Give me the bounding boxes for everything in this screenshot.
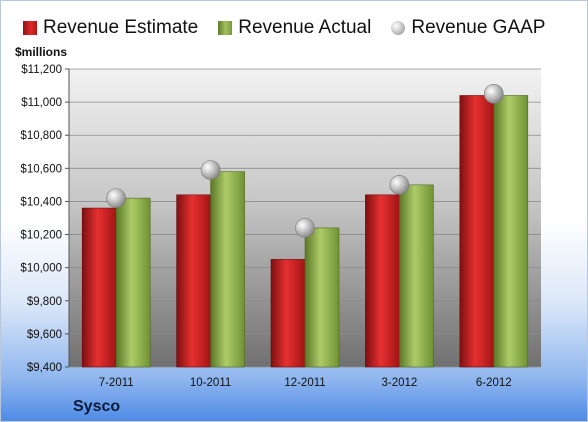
- legend-item-estimate: Revenue Estimate: [23, 17, 198, 39]
- point-revenue-gaap: [200, 160, 221, 180]
- y-tick-label: $9,600: [27, 329, 62, 341]
- bar-revenue-actual: [399, 184, 434, 368]
- point-revenue-gaap: [295, 218, 315, 238]
- y-tick-label: $10,600: [20, 163, 62, 175]
- y-tick-label: $11,000: [21, 97, 62, 109]
- bar-revenue-estimate: [365, 194, 400, 368]
- point-revenue-gaap: [483, 84, 504, 104]
- bar-revenue-estimate: [270, 259, 306, 368]
- x-tick-label: 3-2012: [381, 377, 417, 389]
- bar-revenue-actual: [493, 95, 529, 368]
- legend-swatch-actual: [218, 21, 233, 35]
- legend-item-gaap: Revenue GAAP: [391, 17, 545, 39]
- bar-revenue-actual: [115, 197, 151, 368]
- bar-revenue-actual: [304, 227, 340, 368]
- legend-item-actual: Revenue Actual: [218, 17, 371, 39]
- gaap-points: [106, 84, 504, 238]
- legend-label-estimate: Revenue Estimate: [43, 17, 199, 38]
- x-tick-label: 12-2011: [284, 377, 325, 389]
- legend-label-actual: Revenue Actual: [238, 17, 372, 38]
- legend-swatch-estimate: [23, 21, 37, 35]
- point-revenue-gaap: [106, 188, 126, 208]
- y-tick-label: $10,400: [20, 196, 62, 208]
- x-tick-label: 7-2011: [99, 377, 134, 389]
- y-axis-ticks: $9,400 $9,600 $9,800 $10,000 $10,200 $10,400 $…: [20, 64, 62, 374]
- company-name: Sysco: [73, 398, 121, 415]
- legend-marker-gaap: [391, 21, 406, 35]
- x-axis-ticks: 7-2011 10-2011 12-2011 3-2012 6-2012: [99, 377, 512, 389]
- bar-revenue-estimate: [81, 207, 117, 368]
- y-tick-label: $9,800: [27, 296, 62, 308]
- bar-revenue-actual: [210, 171, 245, 368]
- x-tick-label: 10-2011: [190, 377, 231, 389]
- x-tick-label: 6-2012: [476, 377, 512, 389]
- bar-revenue-estimate: [459, 95, 495, 368]
- bars: [81, 95, 529, 368]
- y-tick-label: $10,000: [20, 263, 62, 275]
- y-tick-label: $9,400: [27, 362, 62, 374]
- y-tick-label: $10,800: [20, 130, 62, 142]
- legend: Revenue Estimate Revenue Actual Revenue …: [23, 17, 545, 39]
- bar-revenue-estimate: [176, 194, 211, 368]
- point-revenue-gaap: [389, 175, 410, 195]
- y-tick-label: $11,200: [21, 64, 62, 76]
- y-axis-unit-label: $millions: [15, 45, 68, 59]
- legend-label-gaap: Revenue GAAP: [411, 17, 546, 38]
- y-tick-label: $10,200: [20, 230, 62, 242]
